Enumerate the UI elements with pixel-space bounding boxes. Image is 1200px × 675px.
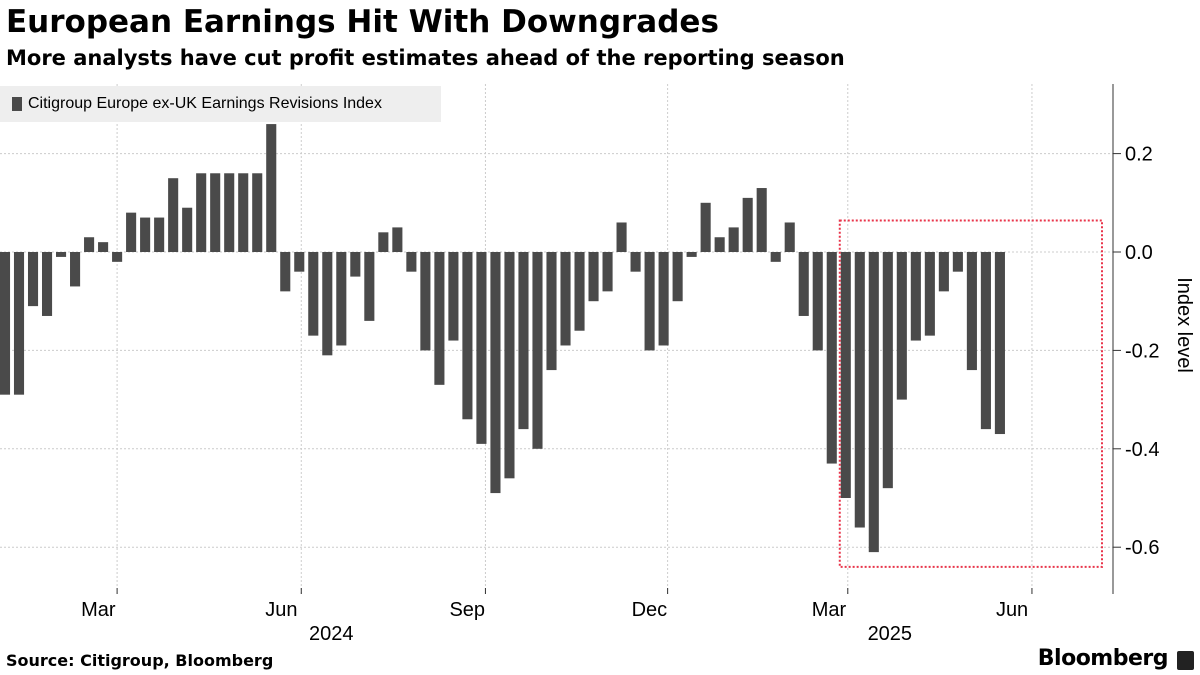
bar	[336, 252, 347, 346]
bar	[56, 252, 67, 257]
bloomberg-chart-icon	[1177, 651, 1194, 670]
bar	[994, 252, 1005, 435]
bar	[490, 252, 501, 494]
bar	[154, 217, 165, 252]
chart-subtitle: More analysts have cut profit estimates …	[6, 46, 845, 70]
bar	[168, 178, 179, 252]
highlight-box-layer	[838, 219, 1103, 568]
bar	[938, 252, 949, 292]
x-tick-label: Mar	[812, 599, 847, 621]
bar	[812, 252, 823, 351]
bar	[13, 252, 25, 395]
bar	[882, 252, 893, 489]
bar	[714, 237, 725, 252]
bar	[280, 252, 291, 292]
bar	[308, 252, 319, 336]
bar	[364, 252, 375, 321]
bar	[238, 173, 249, 252]
x-year-label: 2025	[868, 623, 913, 645]
x-tick-label: Jun	[996, 599, 1028, 621]
bar	[546, 252, 557, 371]
bar	[966, 252, 977, 371]
legend-swatch	[12, 97, 22, 111]
chart-title: European Earnings Hit With Downgrades	[6, 4, 719, 40]
bar	[588, 252, 599, 302]
bar	[700, 202, 711, 252]
bars	[0, 124, 1005, 553]
bar	[462, 252, 473, 420]
bar	[0, 252, 11, 395]
y-tick-label: 0.0	[1125, 242, 1153, 264]
highlight-box	[838, 219, 1103, 568]
bar	[560, 252, 571, 346]
bar	[140, 217, 151, 252]
bar	[672, 252, 683, 302]
bar	[210, 173, 221, 252]
y-tick-label: -0.6	[1125, 537, 1159, 559]
bar	[602, 252, 613, 292]
bar	[924, 252, 935, 336]
bar	[504, 252, 515, 479]
x-tick-label: Sep	[449, 599, 485, 621]
bar	[644, 252, 655, 351]
bar	[112, 252, 123, 262]
x-tick-label: Jun	[265, 599, 297, 621]
y-tick-label: 0.2	[1125, 144, 1153, 166]
bar	[266, 124, 277, 252]
bar	[854, 252, 865, 528]
bar	[868, 252, 879, 553]
y-tick-label: -0.2	[1125, 340, 1159, 362]
source-note: Source: Citigroup, Bloomberg	[6, 651, 274, 670]
bar	[434, 252, 445, 385]
bar	[378, 232, 389, 252]
bar	[784, 222, 795, 252]
bloomberg-logo: Bloomberg	[1037, 646, 1169, 671]
bar	[952, 252, 963, 272]
bar	[826, 252, 837, 464]
bar	[910, 252, 921, 341]
bar	[518, 252, 529, 430]
y-axis-title: Index level	[1173, 277, 1195, 373]
bar	[224, 173, 235, 252]
bar	[630, 252, 641, 272]
axes: 0.2 0.0 -0.2 -0.4 -0.6 Mar Jun Sep Dec Mar Jun 2024…	[81, 84, 1159, 645]
bar	[686, 252, 697, 257]
bar	[126, 212, 137, 252]
bar	[476, 252, 487, 444]
bar	[616, 222, 627, 252]
bar	[70, 252, 81, 287]
bar	[798, 252, 809, 316]
bar	[756, 188, 767, 252]
bar	[41, 252, 53, 316]
bar	[182, 207, 193, 252]
x-tick-label: Mar	[81, 599, 116, 621]
bar	[322, 252, 333, 356]
bar	[896, 252, 907, 400]
x-year-label: 2024	[309, 623, 354, 645]
bar	[252, 173, 263, 252]
bar	[840, 252, 851, 498]
bar	[532, 252, 543, 449]
x-tick-label: Dec	[632, 599, 668, 621]
bar	[27, 252, 39, 307]
bar	[742, 197, 753, 252]
bar	[728, 227, 739, 252]
bar	[420, 252, 431, 351]
legend-label: Citigroup Europe ex-UK Earnings Revision…	[28, 95, 382, 112]
bar	[770, 252, 781, 262]
y-tick-label: -0.4	[1125, 439, 1159, 461]
bar	[658, 252, 669, 346]
bar	[448, 252, 459, 341]
bar	[574, 252, 585, 331]
legend: Citigroup Europe ex-UK Earnings Revision…	[0, 86, 441, 122]
bar	[98, 242, 109, 252]
bar	[350, 252, 361, 277]
bar	[196, 173, 207, 252]
bar	[980, 252, 991, 430]
bar	[294, 252, 305, 272]
bar	[84, 237, 95, 252]
bar	[406, 252, 417, 272]
bar	[392, 227, 403, 252]
